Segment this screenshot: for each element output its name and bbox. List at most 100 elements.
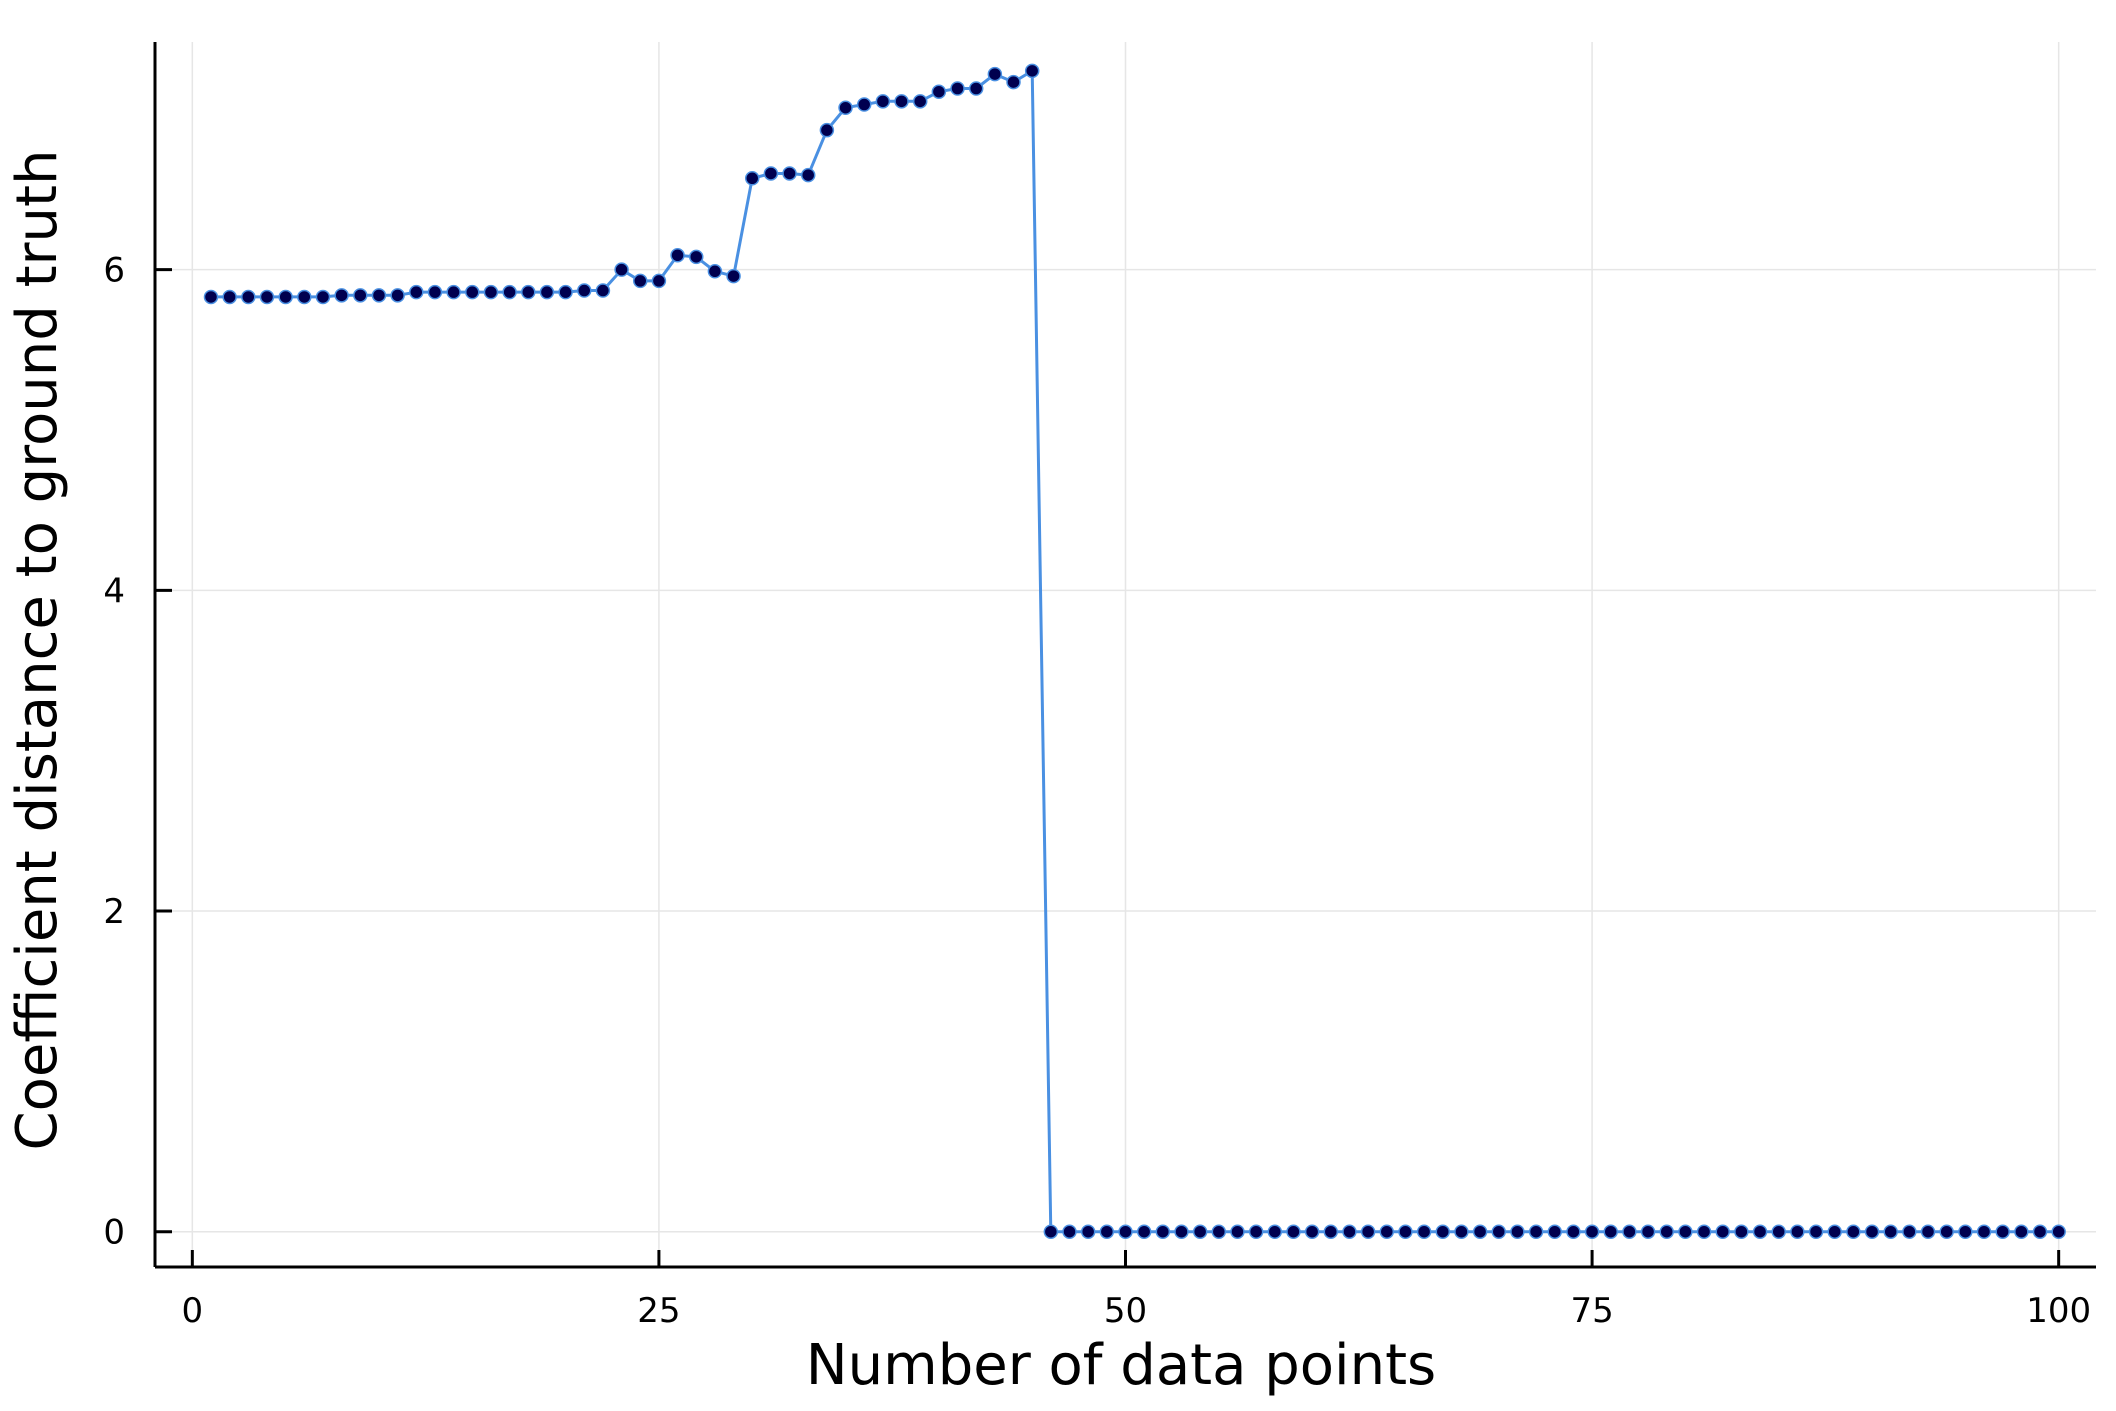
data-point xyxy=(1547,1224,1563,1239)
data-point xyxy=(521,284,536,300)
data-point xyxy=(1622,1224,1637,1239)
data-point xyxy=(1846,1224,1861,1239)
y-tick-label: 0 xyxy=(103,1213,125,1253)
data-point xyxy=(1510,1224,1525,1239)
data-point xyxy=(1584,1224,1600,1239)
data-point xyxy=(1472,1224,1488,1239)
data-point xyxy=(1491,1224,1507,1239)
data-point xyxy=(1827,1224,1842,1239)
data-point xyxy=(446,284,461,300)
data-point xyxy=(968,81,984,96)
data-point xyxy=(1342,1224,1357,1239)
x-tick-label: 0 xyxy=(182,1291,204,1331)
data-point xyxy=(1902,1224,1917,1239)
data-point xyxy=(1267,1224,1283,1239)
data-point xyxy=(577,283,592,298)
data-point xyxy=(1192,1224,1208,1239)
data-point xyxy=(950,81,965,96)
data-point xyxy=(633,273,648,289)
data-point xyxy=(763,166,779,181)
data-point xyxy=(688,249,704,265)
data-point xyxy=(1752,1224,1768,1239)
y-tick-label: 2 xyxy=(103,892,125,932)
data-point xyxy=(465,284,480,300)
data-point xyxy=(1976,1224,1992,1239)
data-point xyxy=(371,288,387,303)
x-tick-label: 50 xyxy=(1104,1291,1147,1331)
data-point xyxy=(1995,1224,2010,1239)
data-point xyxy=(707,264,723,279)
data-point xyxy=(1155,1224,1171,1239)
data-point xyxy=(800,167,816,183)
data-point xyxy=(1715,1224,1730,1239)
data-point xyxy=(1920,1224,1936,1239)
data-point xyxy=(1099,1224,1115,1239)
data-point xyxy=(1958,1224,1973,1239)
grid xyxy=(155,42,2096,1267)
data-point xyxy=(819,122,835,138)
series-layer xyxy=(203,63,2066,1239)
data-point xyxy=(1062,1224,1077,1239)
data-point xyxy=(1323,1224,1339,1239)
data-point xyxy=(1043,1224,1059,1239)
data-point xyxy=(1435,1224,1451,1239)
data-point xyxy=(1398,1224,1413,1239)
data-point xyxy=(651,273,667,289)
tick-labels: 0 25 50 75 100 0 2 4 6 xyxy=(103,251,2091,1331)
data-point xyxy=(1006,74,1021,90)
x-axis-label: Number of data points xyxy=(806,1333,1436,1398)
data-point xyxy=(558,284,573,300)
x-tick-label: 25 xyxy=(637,1291,680,1331)
data-point xyxy=(987,66,1003,82)
data-point xyxy=(203,289,219,305)
data-point xyxy=(1566,1224,1581,1239)
data-point xyxy=(1790,1224,1805,1239)
data-point xyxy=(1248,1224,1264,1239)
data-point xyxy=(1603,1224,1618,1239)
data-point xyxy=(1118,1224,1133,1239)
data-point xyxy=(838,100,853,115)
y-tick-label: 6 xyxy=(103,251,125,291)
x-tick-label: 75 xyxy=(1570,1291,1613,1331)
data-point xyxy=(2032,1224,2048,1239)
data-point xyxy=(1211,1224,1227,1239)
data-point xyxy=(782,166,797,181)
data-point xyxy=(1024,63,1040,79)
data-point xyxy=(1136,1224,1152,1239)
data-point xyxy=(614,262,629,277)
data-point xyxy=(1640,1224,1656,1239)
data-point xyxy=(1771,1224,1786,1239)
data-point xyxy=(1360,1224,1376,1239)
data-point xyxy=(1659,1224,1674,1239)
data-point xyxy=(483,284,499,300)
data-point xyxy=(1864,1224,1880,1239)
data-point xyxy=(1939,1224,1954,1239)
data-point xyxy=(1080,1224,1096,1239)
data-point xyxy=(539,284,555,300)
data-point xyxy=(409,284,424,300)
data-point xyxy=(670,248,685,263)
data-point xyxy=(744,171,760,186)
data-point xyxy=(2014,1224,2029,1239)
data-point xyxy=(315,289,331,305)
x-tick-label: 100 xyxy=(2026,1291,2091,1331)
data-point xyxy=(390,288,405,303)
data-point xyxy=(912,94,928,109)
data-point xyxy=(1230,1224,1245,1239)
data-point xyxy=(1678,1224,1693,1239)
data-point xyxy=(931,84,947,99)
data-point xyxy=(595,283,611,298)
data-point xyxy=(502,284,517,300)
data-point xyxy=(1734,1224,1749,1239)
y-axis-label: Coefficient distance to ground truth xyxy=(5,150,70,1151)
data-point xyxy=(1304,1224,1320,1239)
data-point xyxy=(1883,1224,1898,1239)
data-point xyxy=(1808,1224,1824,1239)
data-point xyxy=(222,289,237,305)
data-point xyxy=(1528,1224,1544,1239)
data-point xyxy=(856,97,872,112)
data-point xyxy=(297,289,312,305)
data-point xyxy=(894,94,909,109)
data-point xyxy=(2051,1224,2066,1239)
